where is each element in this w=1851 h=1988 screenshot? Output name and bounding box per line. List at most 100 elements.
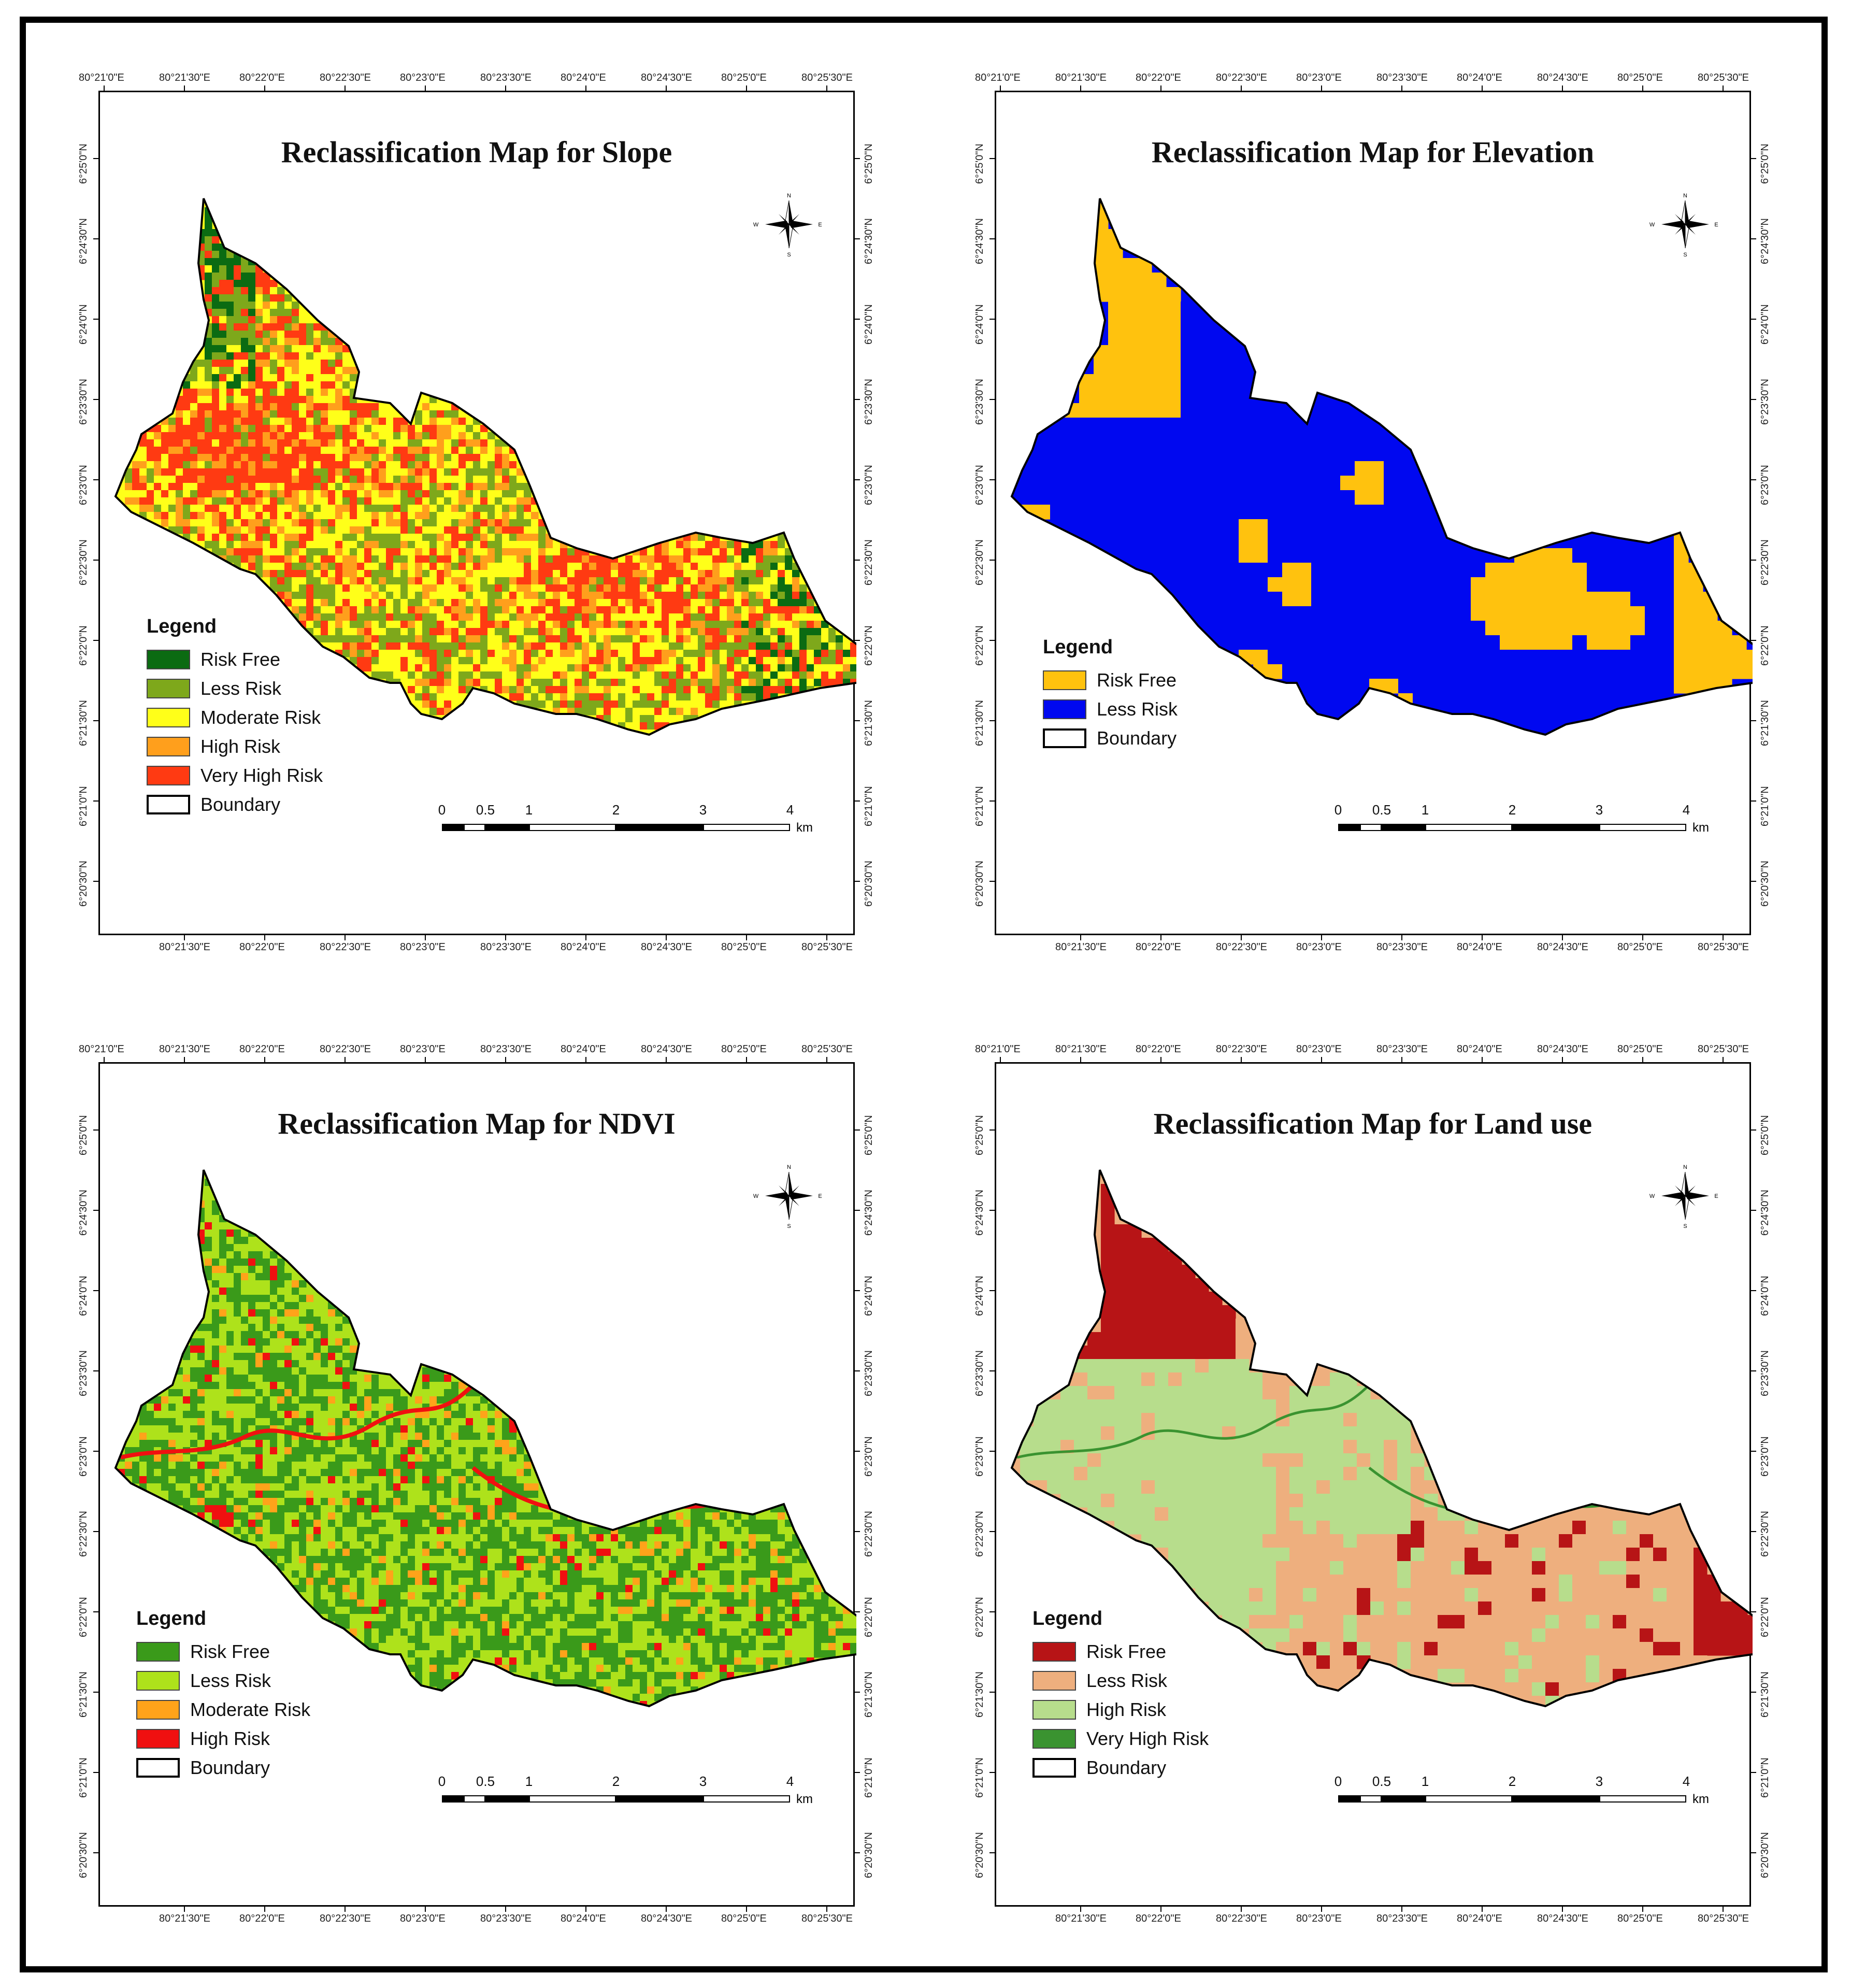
raster-cell bbox=[1384, 519, 1399, 534]
compass-letter: E bbox=[1714, 222, 1718, 228]
raster-cell bbox=[277, 512, 285, 520]
raster-cell bbox=[255, 287, 263, 295]
raster-cell bbox=[1079, 490, 1094, 505]
raster-cell bbox=[734, 693, 742, 701]
raster-cell bbox=[575, 621, 582, 628]
raster-cell bbox=[386, 657, 394, 665]
raster-cell bbox=[292, 439, 299, 447]
raster-cell bbox=[408, 628, 415, 636]
raster-cell bbox=[705, 671, 713, 679]
raster-cell bbox=[1137, 548, 1152, 563]
raster-cell bbox=[1224, 563, 1239, 578]
raster-cell bbox=[1369, 505, 1384, 520]
raster-cell bbox=[618, 657, 626, 665]
raster-cell bbox=[589, 606, 597, 614]
raster-cell bbox=[495, 1447, 503, 1455]
raster-cell bbox=[662, 577, 669, 585]
raster-cell bbox=[531, 505, 539, 512]
raster-cell bbox=[1471, 693, 1486, 708]
tick-mark bbox=[855, 399, 860, 400]
raster-cell bbox=[205, 244, 212, 251]
y-tick-label-right: 6°22'0"N bbox=[863, 1597, 874, 1637]
raster-cell bbox=[183, 526, 191, 534]
raster-cell bbox=[458, 693, 466, 701]
raster-cell bbox=[487, 570, 495, 578]
raster-cell bbox=[335, 468, 343, 476]
raster-cell bbox=[495, 570, 503, 578]
raster-cell bbox=[437, 512, 444, 520]
raster-cell bbox=[480, 613, 488, 621]
raster-cell bbox=[1297, 563, 1312, 578]
raster-cell bbox=[1224, 389, 1239, 404]
raster-cell bbox=[219, 360, 227, 367]
raster-cell bbox=[676, 599, 684, 607]
raster-cell bbox=[698, 642, 706, 650]
raster-cell bbox=[1326, 592, 1341, 607]
raster-cell bbox=[437, 534, 444, 541]
raster-cell bbox=[662, 570, 669, 578]
raster-cell bbox=[350, 439, 357, 447]
raster-cell bbox=[241, 1280, 249, 1288]
raster-cell bbox=[284, 432, 292, 440]
raster-cell bbox=[422, 541, 430, 549]
raster-cell bbox=[226, 360, 234, 367]
raster-cell bbox=[1210, 447, 1225, 462]
raster-cell bbox=[480, 621, 488, 628]
raster-cell bbox=[698, 599, 706, 607]
raster-cell bbox=[799, 679, 807, 686]
tick-mark bbox=[855, 319, 860, 320]
raster-cell bbox=[357, 519, 365, 527]
raster-cell bbox=[292, 1346, 299, 1353]
raster-cell bbox=[277, 490, 285, 498]
raster-cell bbox=[270, 294, 278, 302]
raster-cell bbox=[654, 592, 662, 599]
raster-cell bbox=[321, 454, 328, 462]
raster-cell bbox=[444, 483, 452, 491]
raster-cell bbox=[654, 664, 662, 672]
raster-cell bbox=[422, 686, 430, 694]
raster-cell bbox=[415, 686, 423, 694]
raster-cell bbox=[1601, 548, 1616, 563]
raster-cell bbox=[147, 461, 154, 469]
raster-cell bbox=[1065, 505, 1080, 520]
raster-cell bbox=[226, 1411, 234, 1419]
raster-cell bbox=[538, 635, 546, 643]
raster-cell bbox=[763, 650, 771, 657]
raster-cell bbox=[234, 1396, 241, 1404]
raster-cell bbox=[458, 505, 466, 512]
raster-cell bbox=[342, 621, 350, 628]
raster-cell bbox=[263, 352, 270, 360]
raster-cell bbox=[444, 613, 452, 621]
raster-cell bbox=[205, 447, 212, 454]
raster-cell bbox=[1094, 287, 1109, 302]
raster-cell bbox=[1036, 461, 1051, 476]
raster-cell bbox=[582, 613, 590, 621]
raster-cell bbox=[176, 1454, 183, 1462]
raster-cell bbox=[429, 657, 437, 665]
raster-cell bbox=[422, 592, 430, 599]
raster-cell bbox=[662, 679, 669, 686]
raster-cell bbox=[451, 628, 459, 636]
raster-cell bbox=[1500, 577, 1515, 592]
raster-cell bbox=[306, 432, 314, 440]
raster-cell bbox=[705, 686, 713, 694]
raster-cell bbox=[212, 1237, 220, 1245]
raster-cell bbox=[792, 686, 800, 694]
tick-mark bbox=[1241, 85, 1242, 91]
raster-cell bbox=[1108, 432, 1123, 447]
raster-cell bbox=[321, 389, 328, 396]
raster-cell bbox=[234, 526, 241, 534]
raster-cell bbox=[516, 679, 524, 686]
raster-cell bbox=[807, 657, 814, 665]
raster-cell bbox=[219, 1331, 227, 1339]
raster-cell bbox=[1166, 490, 1181, 505]
raster-cell bbox=[415, 650, 423, 657]
raster-cell bbox=[676, 613, 684, 621]
raster-cell bbox=[625, 555, 633, 563]
raster-cell bbox=[205, 403, 212, 411]
raster-cell bbox=[350, 367, 357, 375]
raster-cell bbox=[1195, 548, 1210, 563]
raster-cell bbox=[357, 1440, 365, 1448]
raster-cell bbox=[371, 526, 379, 534]
raster-cell bbox=[437, 410, 444, 418]
